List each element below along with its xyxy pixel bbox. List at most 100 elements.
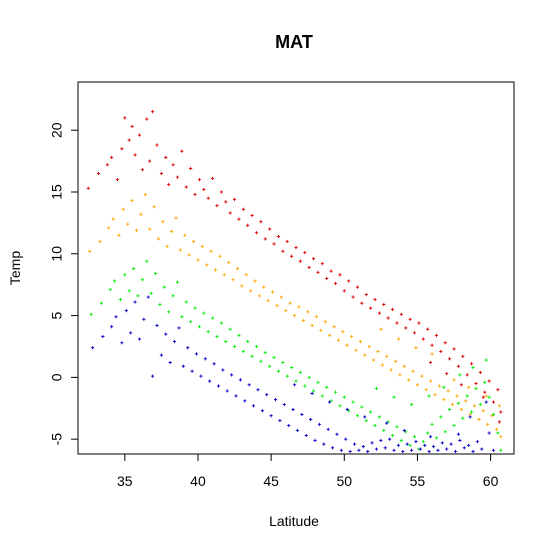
- data-point: [445, 372, 449, 376]
- data-point: [133, 153, 137, 157]
- data-point: [278, 419, 282, 423]
- data-point: [456, 364, 461, 368]
- data-point: [126, 222, 130, 226]
- y-tick-label: -5: [49, 433, 65, 446]
- data-point: [281, 360, 285, 365]
- data-point: [98, 239, 102, 244]
- data-point: [427, 394, 431, 398]
- data-point: [402, 428, 406, 433]
- data-point: [159, 353, 163, 357]
- data-point: [260, 409, 264, 413]
- data-point: [383, 446, 387, 450]
- data-point: [120, 147, 124, 151]
- data-point: [200, 244, 204, 248]
- data-point: [480, 447, 484, 451]
- data-point: [241, 349, 245, 354]
- data-point: [149, 291, 153, 295]
- data-point: [268, 364, 272, 368]
- data-point: [367, 344, 371, 349]
- data-point: [270, 290, 275, 294]
- data-point: [107, 226, 111, 230]
- data-point: [294, 379, 298, 383]
- data-point: [292, 313, 297, 318]
- data-point: [196, 258, 200, 262]
- data-point: [326, 427, 330, 431]
- data-point: [442, 398, 446, 402]
- data-point: [101, 334, 105, 339]
- data-point: [115, 178, 120, 182]
- data-point: [158, 302, 162, 307]
- data-point: [183, 233, 187, 237]
- data-point: [249, 289, 253, 293]
- data-point: [456, 432, 461, 436]
- data-point: [314, 315, 319, 319]
- data-point: [228, 211, 232, 215]
- data-point: [276, 234, 281, 239]
- data-point: [317, 422, 322, 426]
- data-point: [328, 400, 332, 404]
- data-point: [193, 306, 197, 310]
- data-point: [257, 294, 262, 298]
- data-point: [439, 415, 443, 419]
- data-point: [497, 420, 501, 424]
- data-point: [333, 390, 338, 394]
- data-point: [424, 388, 428, 392]
- data-point: [499, 435, 503, 439]
- data-point: [369, 410, 373, 414]
- data-point: [285, 239, 289, 244]
- data-point: [373, 423, 377, 428]
- data-point: [342, 289, 346, 293]
- data-point: [123, 273, 127, 277]
- x-tick-label: 50: [336, 473, 352, 489]
- data-point: [287, 423, 291, 428]
- data-point: [459, 407, 463, 412]
- data-point: [415, 383, 420, 387]
- data-point: [99, 301, 104, 305]
- data-point: [143, 192, 147, 197]
- data-point: [461, 354, 465, 358]
- data-point: [388, 437, 392, 441]
- data-point: [167, 182, 171, 187]
- data-point: [481, 395, 485, 399]
- data-point: [351, 400, 355, 404]
- data-point: [469, 410, 474, 414]
- data-point: [153, 271, 158, 276]
- data-point: [369, 306, 373, 310]
- data-point: [448, 407, 452, 412]
- data-point: [429, 379, 433, 383]
- data-point: [491, 448, 496, 452]
- data-point: [256, 388, 260, 392]
- data-point: [459, 383, 463, 387]
- data-point: [370, 441, 374, 445]
- data-point: [206, 330, 210, 334]
- data-point: [481, 409, 485, 413]
- data-point: [272, 356, 276, 360]
- data-point: [199, 374, 203, 378]
- data-point: [202, 187, 206, 192]
- data-point: [140, 278, 144, 282]
- data-point: [272, 242, 276, 246]
- data-point: [430, 343, 434, 347]
- data-point: [371, 358, 376, 362]
- data-point: [165, 244, 169, 248]
- data-point: [330, 446, 335, 450]
- data-point: [316, 270, 320, 274]
- data-point: [162, 285, 166, 289]
- data-point: [399, 312, 403, 316]
- data-point: [420, 374, 424, 378]
- data-point: [208, 379, 212, 383]
- data-point: [254, 344, 259, 349]
- data-point: [241, 207, 245, 211]
- data-point: [349, 334, 354, 339]
- data-point: [151, 374, 155, 378]
- data-point: [189, 320, 193, 324]
- data-point: [348, 449, 352, 454]
- y-tick-label: 15: [49, 184, 65, 200]
- data-point: [431, 444, 436, 449]
- data-point: [458, 438, 462, 443]
- data-point: [219, 321, 223, 325]
- data-point: [366, 449, 370, 454]
- data-point: [279, 295, 283, 299]
- data-point: [329, 269, 333, 273]
